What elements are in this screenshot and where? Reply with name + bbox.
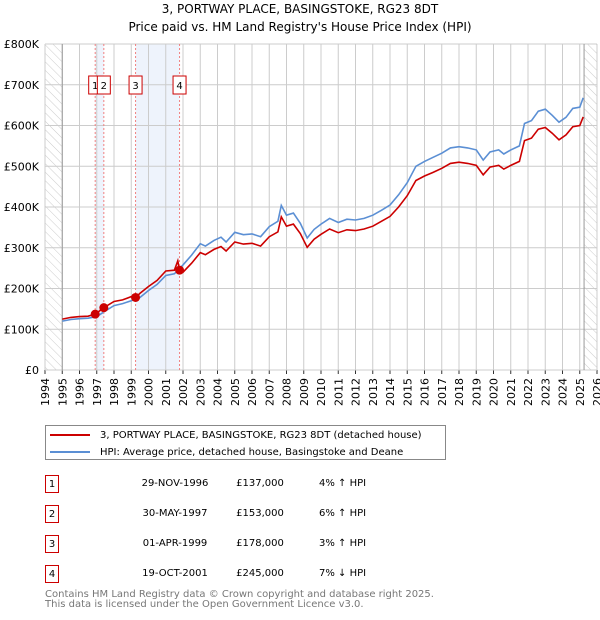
x-tick-label: 2014 bbox=[384, 378, 397, 406]
x-tick-label: 1996 bbox=[74, 378, 87, 406]
sale-number-label: 4 bbox=[176, 81, 182, 92]
x-tick-label: 1995 bbox=[56, 378, 69, 406]
y-tick-label: £0 bbox=[25, 364, 39, 377]
sale-number-label: 3 bbox=[132, 81, 138, 92]
x-tick-label: 2002 bbox=[177, 378, 190, 406]
x-tick-label: 1994 bbox=[39, 378, 52, 406]
sale-point bbox=[175, 265, 185, 275]
footer-line-2: This data is licensed under the Open Gov… bbox=[45, 599, 364, 610]
x-tick-label: 2016 bbox=[419, 378, 432, 406]
footer-line-1: Contains HM Land Registry data © Crown c… bbox=[45, 589, 434, 600]
x-tick-label: 2007 bbox=[263, 378, 276, 406]
blue-line-swatch bbox=[50, 451, 90, 453]
y-tick-label: £200K bbox=[4, 283, 40, 296]
x-tick-label: 1999 bbox=[125, 378, 138, 406]
y-tick-label: £100K bbox=[4, 323, 40, 336]
y-tick-label: £300K bbox=[4, 242, 40, 255]
price-paid-line bbox=[62, 116, 584, 320]
transaction-date: 29-NOV-1996 bbox=[141, 478, 209, 489]
transaction-hpi-diff: 7% ↓ HPI bbox=[319, 568, 367, 579]
x-tick-label: 2020 bbox=[488, 378, 501, 406]
transaction-price: £245,000 bbox=[236, 568, 284, 579]
x-tick-label: 2022 bbox=[522, 378, 535, 406]
transaction-number: 1 bbox=[45, 475, 59, 493]
chart-subtitle: Price paid vs. HM Land Registry's House … bbox=[128, 20, 472, 34]
x-tick-label: 2000 bbox=[143, 378, 156, 406]
x-tick-label: 2023 bbox=[539, 378, 552, 406]
legend-item-property: 3, PORTWAY PLACE, BASINGSTOKE, RG23 8DT … bbox=[50, 427, 422, 443]
chart-legend: 3, PORTWAY PLACE, BASINGSTOKE, RG23 8DT … bbox=[45, 425, 446, 460]
x-tick-label: 2010 bbox=[315, 378, 328, 406]
transaction-number: 3 bbox=[45, 535, 59, 553]
transaction-number: 2 bbox=[45, 505, 59, 523]
x-tick-label: 2021 bbox=[505, 378, 518, 406]
x-tick-label: 2017 bbox=[436, 378, 449, 406]
transaction-price: £137,000 bbox=[236, 478, 284, 489]
x-tick-label: 2025 bbox=[574, 378, 587, 406]
sale-number-box bbox=[96, 75, 111, 95]
x-tick-label: 2004 bbox=[212, 378, 225, 406]
x-tick-label: 2019 bbox=[470, 378, 483, 406]
transaction-price: £178,000 bbox=[236, 538, 284, 549]
chart-title: 3, PORTWAY PLACE, BASINGSTOKE, RG23 8DT bbox=[161, 2, 439, 16]
sale-point bbox=[99, 303, 109, 313]
y-tick-label: £400K bbox=[4, 201, 40, 214]
x-tick-label: 2011 bbox=[332, 378, 345, 406]
transaction-number: 4 bbox=[45, 565, 59, 583]
x-tick-label: 2005 bbox=[229, 378, 242, 406]
transaction-hpi-diff: 3% ↑ HPI bbox=[319, 538, 367, 549]
x-tick-label: 1998 bbox=[108, 378, 121, 406]
sale-number-box bbox=[128, 75, 143, 95]
x-tick-label: 2003 bbox=[194, 378, 207, 406]
transaction-date: 19-OCT-2001 bbox=[142, 568, 208, 579]
x-tick-label: 2018 bbox=[453, 378, 466, 406]
x-tick-label: 2008 bbox=[281, 378, 294, 406]
legend-item-hpi: HPI: Average price, detached house, Basi… bbox=[50, 444, 403, 460]
x-tick-label: 1997 bbox=[91, 378, 104, 406]
footer: Contains HM Land Registry data © Crown c… bbox=[45, 590, 434, 610]
x-tick-label: 2001 bbox=[160, 378, 173, 406]
sale-number-box bbox=[172, 75, 187, 95]
transaction-price: £153,000 bbox=[236, 508, 284, 519]
x-tick-label: 2006 bbox=[246, 378, 259, 406]
x-tick-label: 2015 bbox=[401, 378, 414, 406]
x-tick-label: 2013 bbox=[367, 378, 380, 406]
x-tick-label: 2026 bbox=[591, 378, 600, 406]
x-tick-label: 2012 bbox=[350, 378, 363, 406]
sale-number-label: 2 bbox=[101, 81, 107, 92]
transaction-hpi-diff: 6% ↑ HPI bbox=[319, 508, 367, 519]
transaction-date: 01-APR-1999 bbox=[142, 538, 208, 549]
y-tick-label: £600K bbox=[4, 120, 40, 133]
legend-label-hpi: HPI: Average price, detached house, Basi… bbox=[100, 446, 404, 458]
price-chart: 1 2 3 4 1994 1995 1996 1997 1998 1999 2000 2001 2002… bbox=[4, 38, 600, 406]
x-tick-label: 2024 bbox=[557, 378, 570, 406]
transaction-hpi-diff: 4% ↑ HPI bbox=[319, 478, 367, 489]
y-tick-label: £700K bbox=[4, 79, 40, 92]
y-tick-label: £800K bbox=[4, 38, 40, 51]
red-line-swatch bbox=[50, 434, 90, 436]
hpi-line bbox=[62, 97, 584, 322]
sale-number-label: 1 bbox=[92, 81, 98, 92]
sale-point bbox=[90, 309, 100, 319]
transaction-date: 30-MAY-1997 bbox=[142, 508, 208, 519]
y-tick-label: £500K bbox=[4, 160, 40, 173]
legend-label-property: 3, PORTWAY PLACE, BASINGSTOKE, RG23 8DT … bbox=[100, 429, 422, 441]
sale-point bbox=[131, 292, 141, 302]
x-tick-label: 2009 bbox=[298, 378, 311, 406]
